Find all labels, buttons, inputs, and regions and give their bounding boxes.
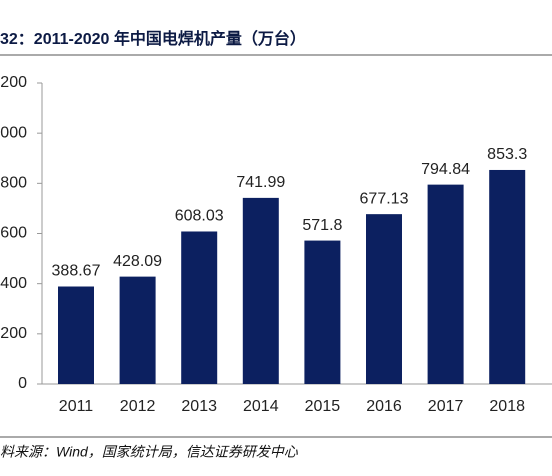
x-tick-label: 2011 [59,398,94,415]
value-label: 388.67 [52,263,101,280]
bar [366,214,402,384]
y-tick-label: 0 [18,375,27,392]
value-label: 428.09 [113,253,162,270]
bar [242,197,279,384]
bar [119,276,156,384]
bar [427,184,464,384]
y-tick-label: 1200 [0,74,27,91]
y-tick-label: 800 [0,175,27,192]
bar [58,286,94,384]
x-tick-label: 2013 [181,398,217,415]
value-label: 571.8 [302,217,342,234]
value-label: 741.99 [236,174,285,191]
value-label: 794.84 [421,161,470,178]
chart-title: 32：2011-2020 年中国电焊机产量（万台） [0,29,306,48]
x-tick-label: 2017 [428,398,464,415]
bar [181,231,218,384]
x-tick-label: 2016 [366,398,402,415]
x-tick-label: 2014 [243,398,279,415]
x-tick-label: 2015 [305,398,341,415]
x-tick-label: 2012 [120,398,156,415]
y-tick-label: 400 [0,275,27,292]
value-label: 677.13 [360,190,409,207]
y-tick-label: 200 [0,325,27,342]
source-note: 料来源：Wind，国家统计局，信达证券研发中心 [0,444,299,460]
y-tick-label: 1000 [0,124,27,141]
value-label: 853.3 [487,146,527,163]
bar [304,240,341,384]
value-label: 608.03 [175,208,224,225]
y-tick-label: 600 [0,225,27,242]
bar [489,169,526,384]
x-tick-label: 2018 [489,398,525,415]
